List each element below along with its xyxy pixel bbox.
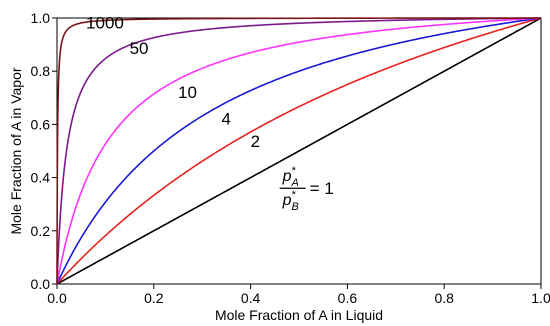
y-tick-label: 0.2	[31, 223, 51, 239]
series-line-ratio-50	[56, 17, 542, 285]
series-line-ratio-1	[56, 17, 542, 285]
ratio-denominator-star: *	[292, 189, 297, 201]
ratio-numerator-star: *	[292, 165, 297, 177]
x-tick-label: 0.6	[338, 290, 358, 306]
y-tick-label: 1.0	[31, 10, 51, 26]
y-axis-label: Mole Fraction of A in Vapor	[8, 67, 24, 234]
y-axis-ticks: 0.0 0.2 0.4 0.6 0.8 1.0	[31, 10, 57, 292]
x-axis-ticks: 0.0 0.2 0.4 0.6 0.8 1.0	[47, 284, 550, 306]
curve-label-50: 50	[130, 39, 149, 58]
ratio-denominator: pB	[282, 192, 299, 213]
y-tick-label: 0.4	[31, 170, 51, 186]
y-tick-label: 0.6	[31, 116, 51, 132]
x-tick-label: 0.8	[434, 290, 454, 306]
curve-labels: 1000 50 10 4 2	[86, 14, 260, 151]
series-line-ratio-10	[56, 17, 542, 285]
y-tick-label: 0.0	[31, 276, 51, 292]
series-lines	[56, 17, 542, 285]
curve-label-4: 4	[222, 109, 231, 128]
x-tick-label: 0.4	[241, 290, 261, 306]
ratio-annotation: pA * pB * = 1	[279, 165, 334, 213]
x-axis-label: Mole Fraction of A in Liquid	[215, 307, 383, 323]
series-line-ratio-4	[56, 17, 542, 285]
x-tick-label: 0.0	[47, 290, 67, 306]
y-tick-label: 0.8	[31, 63, 51, 79]
series-line-ratio-1000	[56, 17, 541, 285]
x-tick-label: 1.0	[531, 290, 550, 306]
curve-label-2: 2	[251, 132, 260, 151]
ratio-equals: = 1	[310, 179, 334, 198]
x-tick-label: 0.2	[144, 290, 164, 306]
ratio-numerator: pA	[282, 168, 299, 189]
curve-label-10: 10	[178, 83, 197, 102]
series-line-ratio-2	[56, 17, 542, 285]
curve-label-1000: 1000	[86, 14, 124, 33]
